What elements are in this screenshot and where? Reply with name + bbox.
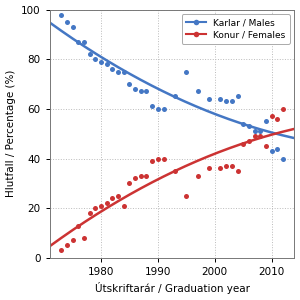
Point bbox=[207, 97, 212, 101]
Point bbox=[161, 106, 166, 111]
Point bbox=[93, 206, 98, 211]
Point bbox=[264, 119, 268, 124]
Point bbox=[82, 236, 86, 240]
X-axis label: Útskriftarár / Graduation year: Útskriftarár / Graduation year bbox=[94, 282, 250, 294]
Point bbox=[155, 156, 160, 161]
Point bbox=[116, 69, 120, 74]
Point bbox=[104, 201, 109, 206]
Point bbox=[150, 159, 154, 164]
Point bbox=[184, 69, 189, 74]
Point bbox=[138, 89, 143, 94]
Point bbox=[252, 134, 257, 139]
Point bbox=[269, 114, 274, 119]
Point bbox=[133, 87, 137, 92]
Point bbox=[224, 164, 229, 168]
Point bbox=[195, 89, 200, 94]
Point bbox=[116, 194, 120, 198]
Point bbox=[269, 149, 274, 154]
Y-axis label: Hlutfall / Percentage (%): Hlutfall / Percentage (%) bbox=[6, 70, 16, 197]
Point bbox=[247, 139, 251, 144]
Point bbox=[161, 156, 166, 161]
Point bbox=[59, 12, 64, 17]
Point bbox=[275, 146, 280, 151]
Point bbox=[281, 156, 286, 161]
Point bbox=[184, 194, 189, 198]
Point bbox=[110, 67, 115, 71]
Point bbox=[258, 134, 263, 139]
Point bbox=[127, 181, 132, 186]
Point bbox=[99, 59, 103, 64]
Legend: Karlar / Males, Konur / Females: Karlar / Males, Konur / Females bbox=[182, 14, 290, 44]
Point bbox=[133, 176, 137, 181]
Point bbox=[275, 116, 280, 121]
Point bbox=[144, 89, 149, 94]
Point bbox=[218, 97, 223, 101]
Point bbox=[144, 173, 149, 178]
Point bbox=[87, 211, 92, 216]
Point bbox=[99, 203, 103, 208]
Point bbox=[82, 39, 86, 44]
Point bbox=[218, 166, 223, 171]
Point bbox=[230, 164, 234, 168]
Point bbox=[121, 69, 126, 74]
Point bbox=[104, 62, 109, 67]
Point bbox=[235, 94, 240, 99]
Point bbox=[172, 94, 177, 99]
Point bbox=[70, 238, 75, 243]
Point bbox=[207, 166, 212, 171]
Point bbox=[121, 203, 126, 208]
Point bbox=[87, 52, 92, 57]
Point bbox=[235, 169, 240, 173]
Point bbox=[64, 243, 69, 248]
Point bbox=[127, 82, 132, 86]
Point bbox=[258, 129, 263, 134]
Point bbox=[195, 173, 200, 178]
Point bbox=[264, 144, 268, 148]
Point bbox=[59, 248, 64, 253]
Point bbox=[76, 223, 81, 228]
Point bbox=[93, 57, 98, 62]
Point bbox=[64, 20, 69, 24]
Point bbox=[241, 141, 246, 146]
Point bbox=[155, 106, 160, 111]
Point bbox=[230, 99, 234, 104]
Point bbox=[247, 124, 251, 129]
Point bbox=[224, 99, 229, 104]
Point bbox=[110, 196, 115, 201]
Point bbox=[150, 104, 154, 109]
Point bbox=[252, 129, 257, 134]
Point bbox=[138, 173, 143, 178]
Point bbox=[241, 122, 246, 126]
Point bbox=[281, 106, 286, 111]
Point bbox=[70, 25, 75, 29]
Point bbox=[76, 39, 81, 44]
Point bbox=[172, 169, 177, 173]
